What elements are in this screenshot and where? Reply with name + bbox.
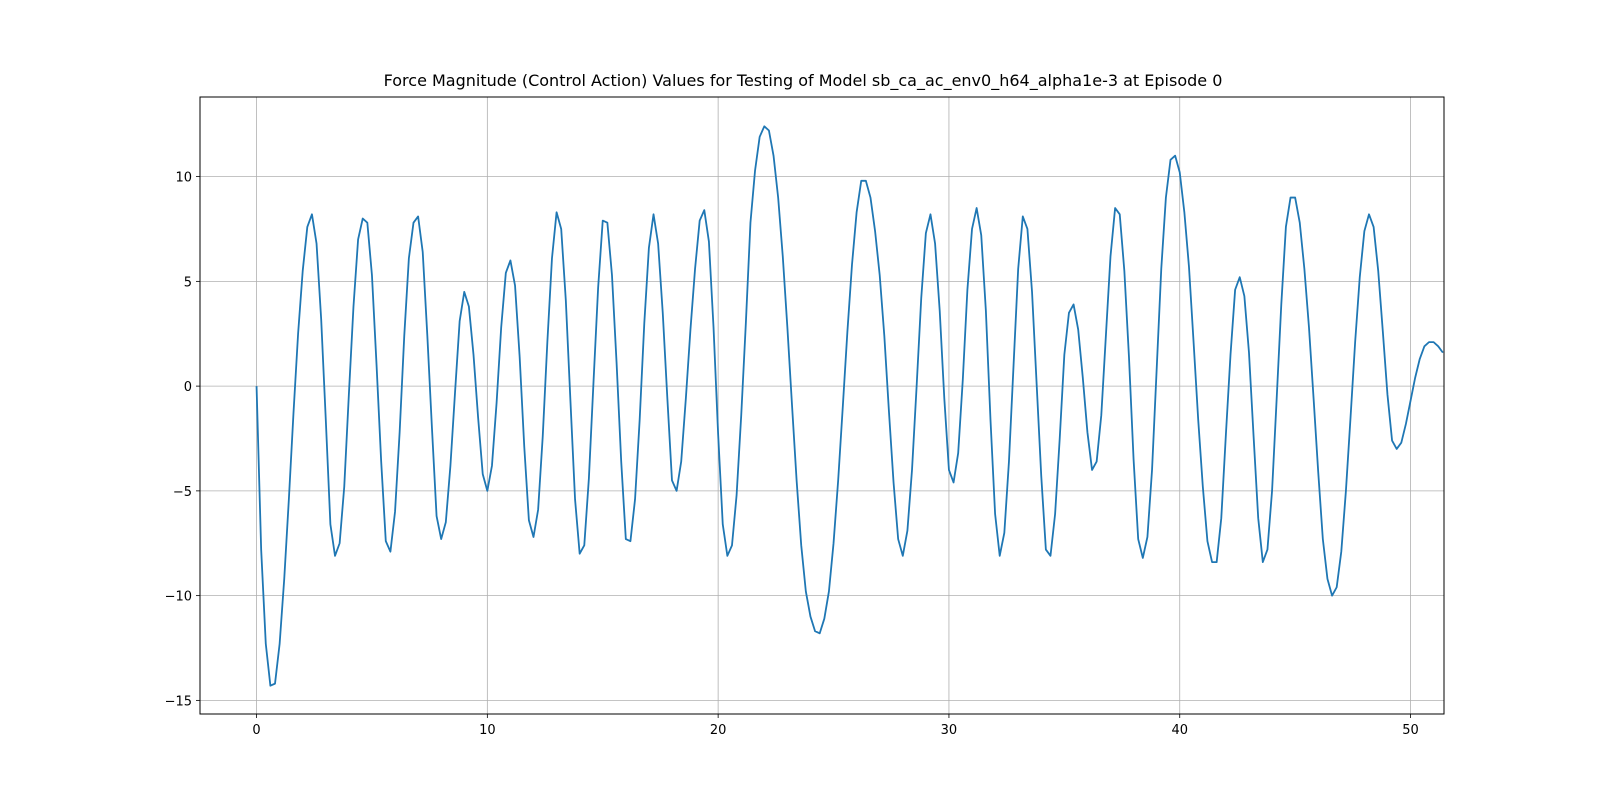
x-tick-label: 40 <box>1171 723 1188 738</box>
y-tick-label: 10 <box>175 171 192 186</box>
series-group <box>255 125 1444 687</box>
x-tick-label: 20 <box>710 723 727 738</box>
y-tick-label: −5 <box>173 485 192 500</box>
grid-lines <box>200 97 1444 714</box>
x-tick-label: 30 <box>941 723 958 738</box>
x-tick-label: 10 <box>479 723 496 738</box>
y-axis-ticks: −15 −10 −5 0 5 10 <box>165 171 200 709</box>
y-tick-label: 0 <box>184 380 192 395</box>
y-tick-label: 5 <box>184 275 192 290</box>
x-tick-label: 50 <box>1402 723 1419 738</box>
y-tick-label: −15 <box>165 694 192 709</box>
x-axis-ticks: 0 10 20 30 40 50 <box>252 714 1419 738</box>
x-tick-label: 0 <box>252 723 260 738</box>
plot-frame <box>199 96 1445 715</box>
series-line <box>255 125 1444 687</box>
y-tick-label: −10 <box>165 590 192 605</box>
chart-title: Force Magnitude (Control Action) Values … <box>384 71 1223 91</box>
